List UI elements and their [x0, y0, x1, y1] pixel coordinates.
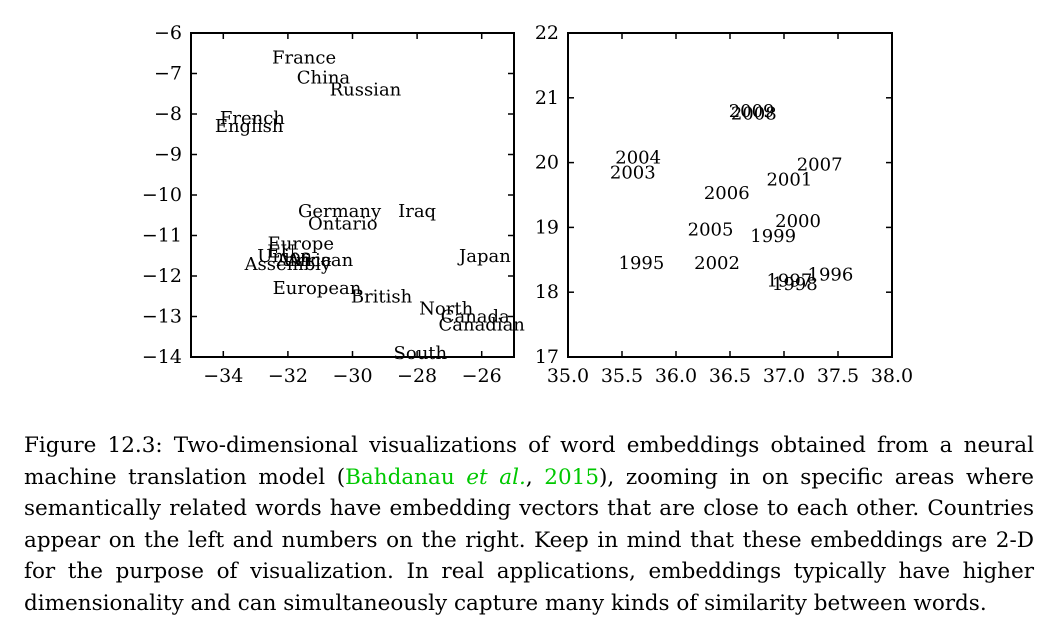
point-label: 2008 — [731, 103, 777, 124]
x-tick-label: 36.0 — [655, 365, 697, 387]
x-tick-label: 37.5 — [817, 365, 859, 387]
point-label: European — [273, 278, 362, 299]
point-label: South — [394, 343, 448, 364]
caption-suffix: ), zooming in on specific areas where se… — [24, 464, 1035, 616]
point-label: 2006 — [704, 183, 750, 204]
point-label: English — [215, 116, 284, 137]
point-label: British — [351, 286, 413, 307]
figure-svg: −34 −32 −30 −28 −26 −14 −13 −12 −11 −10 −9 −8 −7 −6 Fr… — [142, 22, 913, 387]
point-label: North — [419, 298, 473, 319]
y-tick-label: −14 — [142, 346, 182, 368]
y-tick-label: −7 — [154, 63, 182, 85]
y-tick-label: −11 — [142, 225, 182, 247]
point-label: Africa — [276, 250, 332, 271]
point-label: 1998 — [772, 274, 818, 295]
y-tick-label: 20 — [535, 152, 559, 174]
point-label: Assembly — [244, 254, 332, 275]
point-label: Iraq — [398, 201, 436, 222]
citation-separator: , — [525, 464, 545, 490]
y-tick-label: −13 — [142, 306, 182, 328]
citation-etal[interactable]: et al. — [466, 464, 526, 490]
x-tick-label: −30 — [332, 365, 372, 387]
point-label: 2002 — [694, 253, 740, 274]
figure-caption: Figure 12.3: Two-dimensional visualizati… — [24, 430, 1034, 619]
point-label: 1996 — [808, 265, 854, 286]
y-tick-label: 21 — [535, 87, 559, 109]
point-label: France — [272, 47, 336, 68]
point-label: 2001 — [766, 169, 812, 190]
x-tick-label: −34 — [203, 365, 243, 387]
x-tick-label: 37.0 — [763, 365, 805, 387]
point-label: 1999 — [750, 226, 796, 247]
citation-author[interactable]: Bahdanau — [345, 464, 467, 490]
years-scatter-panel: 35.0 35.5 36.0 36.5 37.0 37.5 38.0 17 18 19 20 21 22… — [535, 22, 913, 387]
citation-link[interactable]: Bahdanau et al. — [345, 465, 526, 490]
y-tick-label: −8 — [154, 103, 182, 125]
y-tick-label: 18 — [535, 281, 559, 303]
y-tick-label: −9 — [154, 144, 182, 166]
point-label: 2007 — [797, 155, 843, 176]
citation-year[interactable]: 2015 — [544, 464, 599, 490]
countries-scatter-panel: −34 −32 −30 −28 −26 −14 −13 −12 −11 −10 −9 −8 −7 −6 Fr… — [142, 22, 525, 387]
point-label: 2000 — [775, 211, 821, 232]
point-label: Union — [257, 246, 312, 267]
point-label: French — [220, 108, 285, 129]
point-label: China — [297, 68, 351, 89]
point-label: Germany — [298, 201, 382, 222]
point-label: Canadian — [438, 315, 525, 336]
caption-prefix: Figure 12.3: Two-dimensional visualizati… — [24, 433, 1034, 490]
point-label: Canada — [441, 307, 510, 328]
point-label: Russian — [330, 80, 402, 101]
x-tick-label: 35.5 — [601, 365, 643, 387]
y-tick-label: −6 — [154, 22, 182, 44]
x-tick-label: −26 — [462, 365, 502, 387]
point-label: 2009 — [729, 101, 775, 122]
point-label: Ontario — [308, 213, 378, 234]
point-label: 1995 — [619, 253, 665, 274]
x-tick-label: −32 — [268, 365, 308, 387]
x-tick-label: 38.0 — [871, 365, 913, 387]
point-label: Europe — [268, 234, 334, 255]
point-label: EU — [267, 242, 295, 263]
point-label: 1997 — [766, 271, 812, 292]
x-tick-label: 35.0 — [547, 365, 589, 387]
y-tick-label: 22 — [535, 22, 559, 44]
point-label: 2004 — [615, 147, 661, 168]
point-label: Japan — [457, 246, 511, 267]
point-label: 2003 — [610, 162, 656, 183]
y-tick-label: −12 — [142, 265, 182, 287]
x-tick-label: −28 — [397, 365, 437, 387]
point-label: 2005 — [688, 219, 734, 240]
point-label: African — [286, 250, 354, 271]
y-tick-label: 19 — [535, 216, 559, 238]
y-tick-label: −10 — [142, 184, 182, 206]
x-tick-label: 36.5 — [709, 365, 751, 387]
y-tick-label: 17 — [535, 346, 559, 368]
